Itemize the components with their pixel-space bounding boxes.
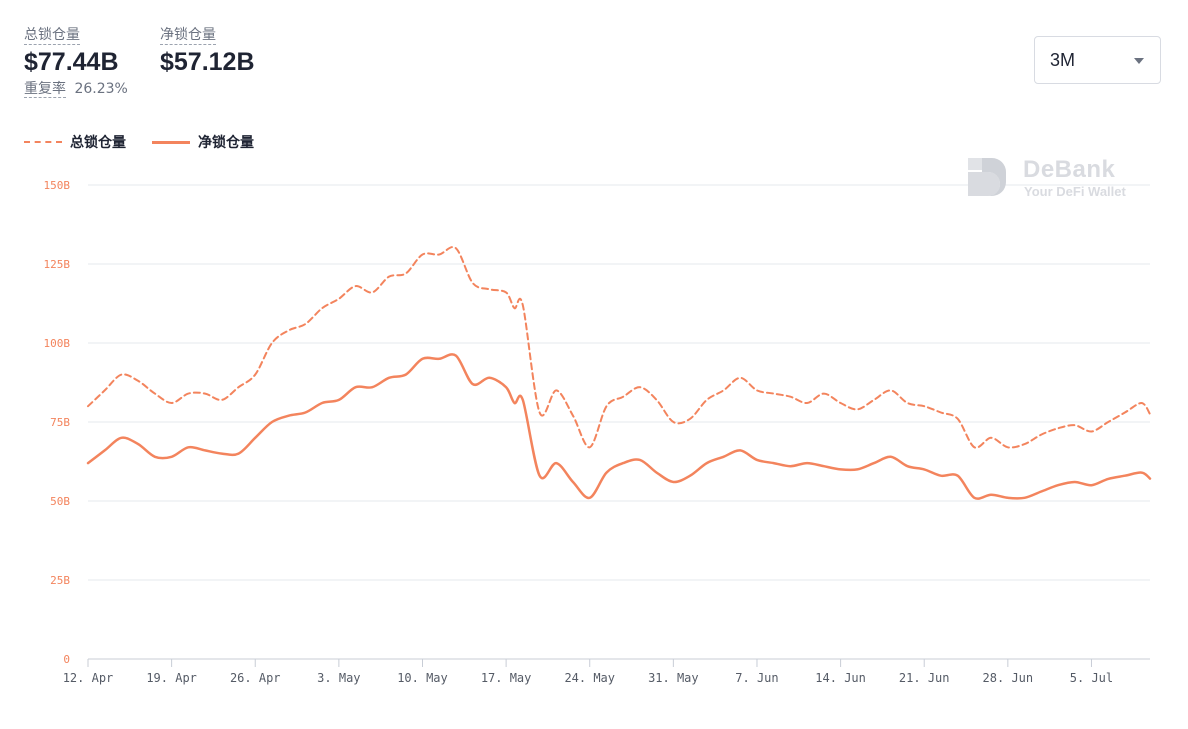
x-tick-label: 17. May xyxy=(481,671,532,685)
legend-label-net: 净锁仓量 xyxy=(198,135,254,151)
x-tick-label: 24. May xyxy=(564,671,615,685)
duplication-rate: 重复率 26.23% xyxy=(24,80,128,98)
legend-label-total: 总锁仓量 xyxy=(70,135,126,151)
chevron-down-icon xyxy=(1134,58,1144,64)
debank-watermark-name: DeBank xyxy=(1023,156,1116,183)
legend-item-net[interactable]: 净锁仓量 xyxy=(152,132,254,152)
y-tick-label: 0 xyxy=(63,653,70,666)
legend-item-total[interactable]: 总锁仓量 xyxy=(24,132,126,152)
solid-line-swatch xyxy=(152,140,190,144)
debank-watermark: DeBank Your DeFi Wallet xyxy=(968,156,1138,202)
series-line-total-locked xyxy=(87,246,1151,449)
x-tick-label: 31. May xyxy=(648,671,699,685)
x-tick-label: 14. Jun xyxy=(815,671,866,685)
series-line-net-locked xyxy=(86,353,1152,500)
x-tick-label: 7. Jun xyxy=(735,671,778,685)
debank-watermark-tagline: Your DeFi Wallet xyxy=(1024,184,1126,199)
x-tick-label: 26. Apr xyxy=(230,671,281,685)
x-tick-label: 28. Jun xyxy=(983,671,1034,685)
y-tick-label: 150B xyxy=(44,179,71,192)
chart-legend: 总锁仓量 净锁仓量 xyxy=(24,132,280,152)
total-locked-value: $77.44B xyxy=(24,48,119,76)
x-tick-label: 19. Apr xyxy=(146,671,197,685)
debank-logo-icon xyxy=(968,158,1006,196)
time-range-selected: 3M xyxy=(1050,50,1076,70)
dashed-line-swatch xyxy=(24,141,62,143)
net-locked-stat: 净锁仓量 $57.12B xyxy=(160,24,255,77)
x-tick-label: 10. May xyxy=(397,671,448,685)
total-locked-stat: 总锁仓量 $77.44B xyxy=(24,24,119,77)
x-tick-label: 21. Jun xyxy=(899,671,950,685)
duplication-rate-value: 26.23% xyxy=(74,81,128,97)
y-tick-label: 25B xyxy=(50,574,70,587)
duplication-rate-label[interactable]: 重复率 xyxy=(24,81,66,98)
y-tick-label: 125B xyxy=(44,258,71,271)
x-tick-label: 12. Apr xyxy=(63,671,114,685)
x-tick-label: 3. May xyxy=(317,671,360,685)
x-tick-label: 5. Jul xyxy=(1070,671,1113,685)
y-tick-label: 75B xyxy=(50,416,70,429)
net-locked-value: $57.12B xyxy=(160,48,255,76)
total-locked-label[interactable]: 总锁仓量 xyxy=(24,27,80,45)
y-tick-label: 50B xyxy=(50,495,70,508)
time-range-select[interactable]: 3M xyxy=(1034,36,1161,84)
y-tick-label: 100B xyxy=(44,337,71,350)
net-locked-label[interactable]: 净锁仓量 xyxy=(160,27,216,45)
